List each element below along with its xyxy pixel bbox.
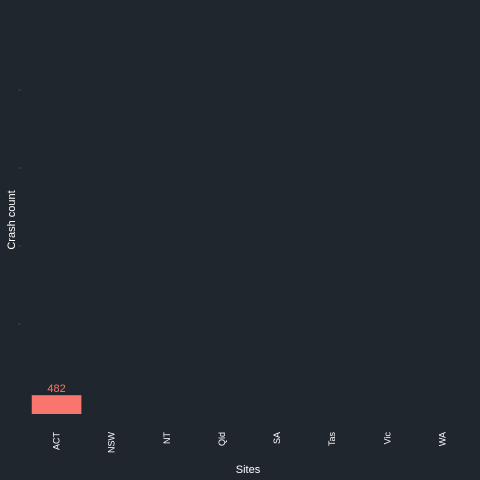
x-tick-label-nt: NT: [162, 432, 172, 444]
x-tick-label-act: ACT: [52, 431, 62, 450]
data-labels-group: 482: [47, 383, 65, 395]
y-axis-ticks: [18, 89, 21, 325]
bars-group: [31, 395, 82, 414]
bar-act: [31, 395, 82, 414]
x-tick-label-tas: Tas: [327, 432, 337, 447]
x-tick-label-qld: Qld: [217, 432, 227, 446]
y-axis-title: Crash count: [6, 190, 18, 249]
x-tick-label-nsw: NSW: [107, 431, 117, 453]
x-axis-tick-labels: ACT NSW NT Qld SA Tas Vic WA: [52, 431, 448, 453]
x-axis-title: Sites: [236, 464, 261, 476]
x-tick-label-wa: WA: [437, 432, 447, 446]
data-label-act: 482: [47, 383, 65, 395]
x-tick-label-sa: SA: [272, 432, 282, 444]
x-tick-label-vic: Vic: [382, 432, 392, 445]
